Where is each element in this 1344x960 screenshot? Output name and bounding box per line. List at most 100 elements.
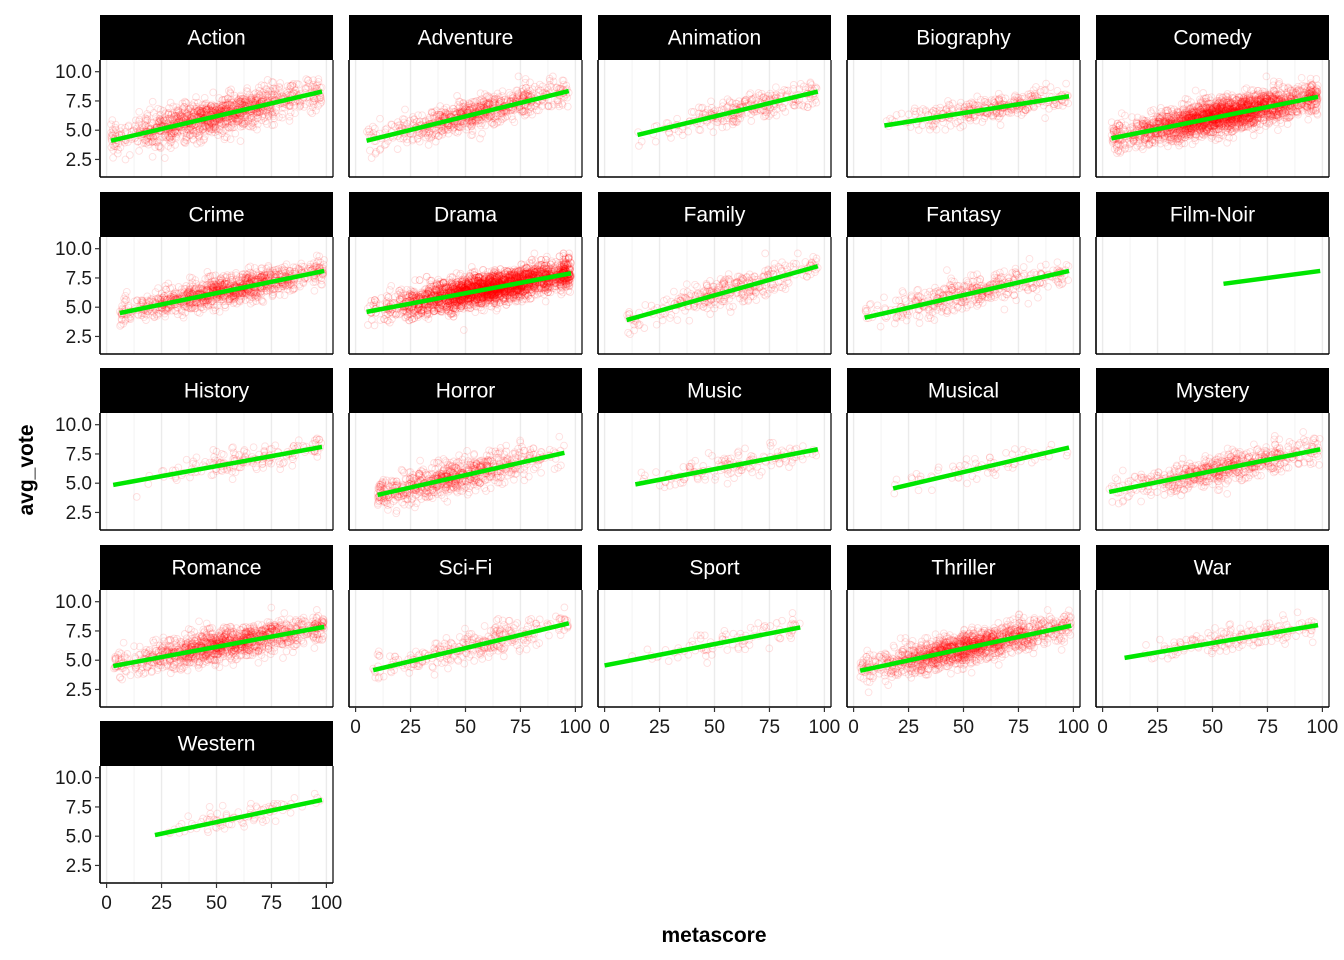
- data-point: [241, 97, 249, 106]
- data-point: [296, 100, 305, 109]
- data-point: [285, 101, 294, 110]
- facet-strip-label: Biography: [916, 27, 1011, 50]
- data-point: [255, 91, 264, 99]
- data-point: [211, 125, 220, 134]
- facet-strip-label: Animation: [668, 27, 761, 50]
- data-point: [309, 80, 318, 89]
- facet-panel: Animation: [597, 15, 832, 178]
- data-point: [247, 97, 256, 106]
- data-point: [253, 108, 262, 117]
- data-point: [288, 81, 296, 90]
- data-point: [161, 131, 169, 140]
- data-point: [176, 112, 185, 121]
- data-point: [309, 100, 318, 109]
- data-point: [216, 126, 225, 134]
- data-point: [108, 125, 117, 134]
- data-point: [245, 91, 254, 99]
- data-point: [235, 114, 244, 123]
- data-point: [108, 116, 117, 124]
- data-point: [208, 100, 216, 109]
- data-point: [165, 134, 174, 142]
- data-point: [249, 113, 258, 121]
- data-point: [172, 133, 181, 142]
- data-point: [275, 82, 283, 91]
- data-point: [286, 82, 295, 90]
- data-point: [182, 129, 191, 138]
- y-tick-label: 5.0: [66, 121, 92, 142]
- facet-strip-label: Action: [187, 27, 245, 50]
- data-point: [226, 123, 234, 132]
- data-point: [178, 104, 187, 113]
- data-point: [194, 98, 202, 107]
- data-point: [218, 120, 227, 129]
- y-tick-label: 7.5: [66, 91, 92, 112]
- data-point: [206, 124, 214, 133]
- data-point: [313, 80, 322, 89]
- data-point: [317, 96, 325, 105]
- data-point: [180, 97, 189, 106]
- data-point: [237, 118, 246, 127]
- data-point: [169, 116, 177, 124]
- data-point: [263, 108, 271, 116]
- data-point: [248, 121, 257, 130]
- data-point: [178, 99, 187, 108]
- data-point: [197, 107, 205, 116]
- data-point: [174, 112, 183, 120]
- data-point: [192, 104, 200, 113]
- facet-panel: Biography: [846, 15, 1081, 178]
- data-point: [259, 110, 268, 119]
- data-point: [243, 97, 252, 105]
- data-point: [199, 124, 208, 133]
- data-point: [152, 113, 160, 121]
- data-point: [235, 99, 243, 108]
- data-point: [109, 127, 118, 136]
- data-point: [151, 138, 160, 147]
- data-point: [211, 122, 220, 131]
- data-point: [176, 112, 185, 120]
- facet-strip-label: Adventure: [418, 27, 514, 50]
- data-point: [268, 91, 277, 100]
- data-point: [233, 116, 242, 124]
- data-point: [194, 131, 203, 140]
- data-point: [178, 126, 187, 135]
- data-point: [233, 117, 242, 126]
- data-point: [309, 99, 317, 107]
- data-point: [250, 90, 259, 99]
- facet-panel: Adventure: [348, 15, 583, 178]
- data-point: [195, 132, 204, 141]
- data-point: [218, 96, 227, 104]
- data-point: [198, 122, 207, 130]
- data-point: [236, 137, 245, 145]
- data-point: [202, 105, 210, 114]
- data-point: [208, 125, 216, 134]
- data-point: [227, 101, 236, 110]
- data-point: [197, 138, 205, 147]
- data-point: [141, 136, 150, 145]
- data-point: [140, 138, 148, 147]
- data-point: [305, 79, 313, 88]
- data-point: [167, 115, 176, 124]
- data-point: [195, 107, 203, 115]
- data-point: [219, 117, 228, 126]
- facet-strip-label: Comedy: [1173, 27, 1252, 50]
- data-point: [231, 101, 240, 110]
- data-point: [166, 144, 175, 152]
- data-point: [108, 130, 117, 139]
- data-point: [274, 86, 283, 95]
- data-point: [212, 103, 221, 111]
- data-point: [223, 118, 232, 126]
- data-point: [162, 116, 170, 125]
- y-tick-label: 10.0: [55, 62, 92, 83]
- data-point: [308, 82, 317, 91]
- data-point: [207, 102, 215, 110]
- data-point: [294, 80, 303, 89]
- data-point: [173, 114, 182, 123]
- data-point: [165, 133, 174, 142]
- data-point: [175, 127, 184, 135]
- data-point: [308, 109, 316, 118]
- data-point: [232, 116, 241, 124]
- data-point: [253, 114, 261, 123]
